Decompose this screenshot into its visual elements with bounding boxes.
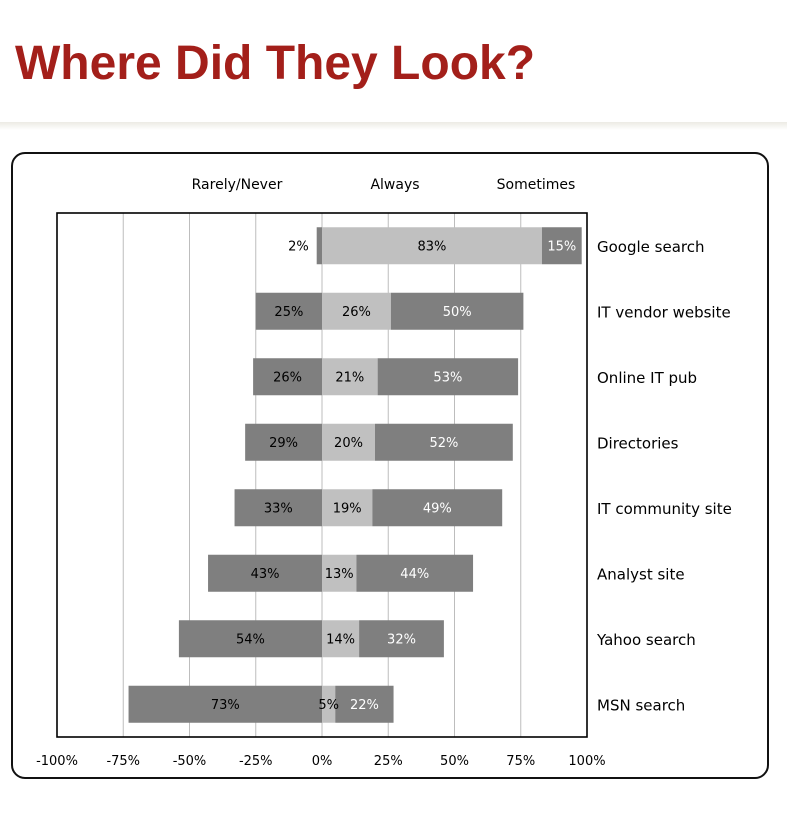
data-label: 21% [335, 370, 364, 385]
legend-entry: Always [370, 177, 419, 193]
bar-always [322, 554, 357, 592]
x-tick-label: -50% [173, 754, 207, 769]
data-label: 33% [264, 501, 293, 516]
bars: 2% 83% 15% 25% 26% 50% 26% 21% 53% 29% 20% 52% 33% 19… [128, 227, 582, 723]
bar-always [322, 685, 336, 723]
bar-rarely-never [253, 358, 322, 396]
category-label: IT community site [597, 500, 732, 518]
bar-always [322, 358, 378, 396]
data-label: 20% [334, 436, 363, 451]
category-label: Analyst site [597, 565, 685, 583]
data-label: 52% [429, 436, 458, 451]
x-axis-ticks: -100% -75% -50% -25% 0% 25% 50% 75% 100% [36, 754, 606, 769]
data-label: 26% [342, 305, 371, 320]
gridlines [122, 213, 522, 737]
data-label: 44% [400, 567, 429, 582]
data-label: 19% [333, 501, 362, 516]
data-label: 83% [418, 239, 447, 254]
data-label: 5% [318, 698, 339, 713]
data-label: 14% [326, 632, 355, 647]
category-labels: Google search IT vendor website Online IT … [596, 238, 732, 715]
slide-title: Where Did They Look? [15, 37, 536, 90]
bar-sometimes [390, 292, 524, 330]
bar-rarely-never [234, 489, 322, 527]
bar-rarely-never [316, 227, 322, 265]
category-label: Directories [597, 434, 679, 452]
category-label: MSN search [597, 696, 685, 714]
bar-rarely-never [128, 685, 322, 723]
bar-sometimes [356, 554, 474, 592]
bar-sometimes [377, 358, 519, 396]
data-label: 22% [350, 698, 379, 713]
data-label: 49% [423, 501, 452, 516]
x-tick-label: -25% [239, 754, 273, 769]
category-label: IT vendor website [597, 303, 731, 321]
data-label: 43% [251, 567, 280, 582]
bar-always [322, 292, 391, 330]
legend-entry: Rarely/Never [192, 177, 283, 193]
x-tick-label: 0% [312, 754, 333, 769]
bar-always [322, 620, 360, 658]
x-tick-label: 50% [440, 754, 469, 769]
data-label: 15% [547, 239, 576, 254]
data-label: 25% [274, 305, 303, 320]
data-label: 50% [443, 305, 472, 320]
data-label: 32% [387, 632, 416, 647]
legend-entry: Sometimes [497, 177, 576, 193]
bar-sometimes [359, 620, 444, 658]
x-tick-label: 100% [568, 754, 605, 769]
bar-sometimes [372, 489, 503, 527]
bar-always [322, 423, 375, 461]
data-label: 26% [273, 370, 302, 385]
bar-rarely-never [208, 554, 322, 592]
x-tick-label: 75% [506, 754, 535, 769]
x-tick-label: 25% [374, 754, 403, 769]
bar-sometimes [375, 423, 513, 461]
bar-rarely-never [255, 292, 322, 330]
data-label: 73% [211, 698, 240, 713]
data-label: 53% [433, 370, 462, 385]
bar-always [322, 489, 373, 527]
category-label: Google search [597, 238, 705, 256]
category-label: Yahoo search [596, 631, 696, 649]
x-tick-label: -100% [36, 754, 78, 769]
bar-rarely-never [178, 620, 322, 658]
bar-always [322, 227, 542, 265]
data-label: 29% [269, 436, 298, 451]
data-label: 54% [236, 632, 265, 647]
plot-area [56, 212, 588, 738]
data-label: 2% [288, 239, 309, 254]
x-tick-label: -75% [106, 754, 140, 769]
bar-rarely-never [245, 423, 322, 461]
bar-sometimes [541, 227, 582, 265]
title-divider [0, 122, 787, 130]
category-label: Online IT pub [597, 369, 697, 387]
data-label: 13% [325, 567, 354, 582]
chart-legend: Rarely/Never Always Sometimes [192, 177, 576, 193]
bar-sometimes [335, 685, 394, 723]
